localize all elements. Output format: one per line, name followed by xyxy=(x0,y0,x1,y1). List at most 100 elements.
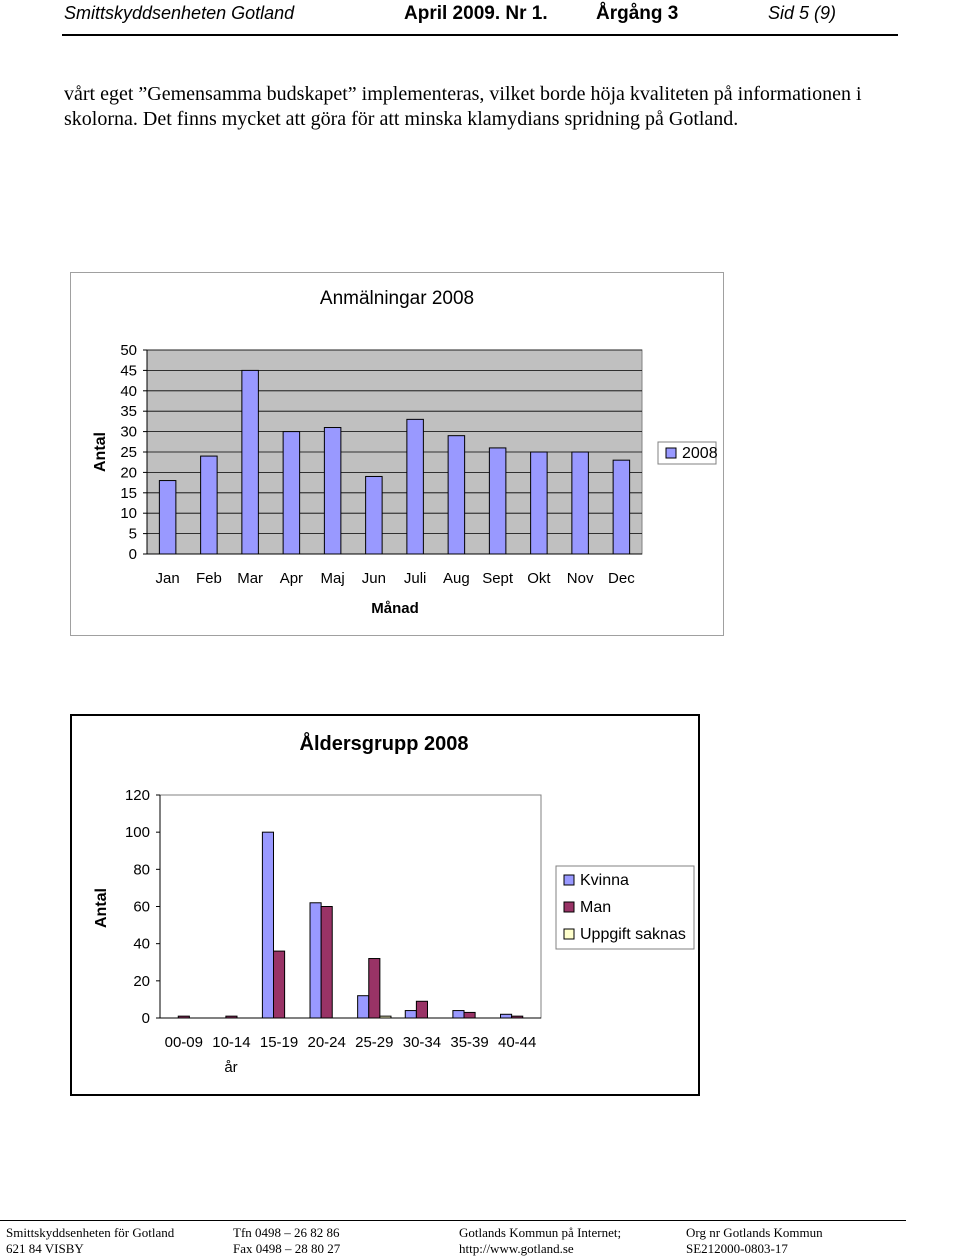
footer-org-number: SE212000-0803-17 xyxy=(686,1241,788,1256)
bar-uppgift-saknas-25-29 xyxy=(379,1015,392,1019)
y-tick-label: 40 xyxy=(133,936,150,953)
y-tick-label: 40 xyxy=(120,383,137,400)
legend-label: Uppgift saknas xyxy=(580,926,686,943)
header-divider xyxy=(62,34,898,36)
footer-org-name: Smittskyddsenheten för Gotland xyxy=(6,1225,175,1240)
bar-2008-apr xyxy=(282,431,301,555)
chart-title: Åldersgrupp 2008 xyxy=(300,731,469,755)
footer-internet-label: Gotlands Kommun på Internet; xyxy=(459,1225,622,1240)
x-tick-label: Sept xyxy=(482,570,514,587)
header-volume: Årgång 3 xyxy=(596,3,679,24)
bar-man-30-34 xyxy=(415,1000,428,1019)
y-tick-label: 100 xyxy=(125,824,150,841)
bar-2008-maj xyxy=(323,427,342,555)
legend-label: 2008 xyxy=(682,445,718,462)
y-tick-label: 120 xyxy=(125,787,150,804)
y-tick-label: 60 xyxy=(133,899,150,916)
x-tick-label: Feb xyxy=(196,570,222,587)
bar-man-25-29 xyxy=(368,958,381,1019)
bar-man-10-14 xyxy=(225,1015,238,1019)
bar-kvinna-15-19 xyxy=(261,831,275,1019)
x-axis-title: Månad xyxy=(371,600,419,617)
legend-swatch xyxy=(563,901,575,913)
bar-man-40-44 xyxy=(511,1015,524,1019)
y-tick-label: 20 xyxy=(120,464,137,481)
y-tick-label: 20 xyxy=(133,973,150,990)
y-tick-label: 5 xyxy=(129,526,137,543)
y-tick-label: 80 xyxy=(133,861,150,878)
header-organization: Smittskyddsenheten Gotland xyxy=(64,3,295,23)
bar-2008-juli xyxy=(406,418,424,555)
chart-title: Anmälningar 2008 xyxy=(320,288,474,309)
x-tick-label: Okt xyxy=(527,570,551,587)
y-tick-label: 15 xyxy=(120,485,137,502)
x-tick-label: 20-24 xyxy=(308,1034,346,1051)
bar-man-20-24 xyxy=(320,906,333,1019)
footer-postal-address: 621 84 VISBY xyxy=(6,1241,84,1256)
bar-2008-dec xyxy=(612,459,631,555)
x-tick-label: Maj xyxy=(321,570,345,587)
y-tick-label: 50 xyxy=(120,342,137,359)
bar-2008-jun xyxy=(365,475,383,555)
bar-2008-mar xyxy=(241,369,259,555)
x-tick-label: 00-09 xyxy=(165,1034,203,1051)
x-tick-label: Mar xyxy=(237,570,263,587)
bar-kvinna-35-39 xyxy=(452,1010,465,1019)
x-tick-label: Jan xyxy=(156,570,180,587)
legend-label: Kvinna xyxy=(580,872,629,889)
y-tick-label: 45 xyxy=(120,362,137,379)
y-tick-label: 0 xyxy=(142,1010,150,1027)
legend-swatch xyxy=(563,928,575,940)
y-tick-label: 30 xyxy=(120,424,137,441)
bar-kvinna-40-44 xyxy=(500,1013,513,1019)
x-tick-label: Nov xyxy=(567,570,594,587)
y-tick-label: 0 xyxy=(129,546,137,563)
legend-swatch xyxy=(665,447,677,459)
x-tick-label: Apr xyxy=(280,570,303,587)
x-tick-label: Aug xyxy=(443,570,470,587)
header-issue-date: April 2009. Nr 1. xyxy=(404,3,548,24)
bar-2008-nov xyxy=(571,451,589,555)
x-tick-label: 15-19 xyxy=(260,1034,298,1051)
x-tick-label: Dec xyxy=(608,570,635,587)
bar-man-00-09 xyxy=(177,1015,190,1019)
bar-2008-okt xyxy=(530,451,548,555)
legend-box xyxy=(555,865,695,950)
x-tick-label: Jun xyxy=(362,570,386,587)
x-tick-label: 35-39 xyxy=(450,1034,488,1051)
y-axis-title: Antal xyxy=(92,432,109,472)
footer-phone: Tfn 0498 – 26 82 86 xyxy=(233,1225,340,1240)
bar-kvinna-25-29 xyxy=(357,995,370,1019)
x-tick-label: 25-29 xyxy=(355,1034,393,1051)
y-axis-title: Antal xyxy=(93,888,110,928)
x-tick-label: 40-44 xyxy=(498,1034,536,1051)
bar-2008-sept xyxy=(488,447,507,555)
x-axis-title: år xyxy=(224,1059,237,1076)
x-tick-label: 30-34 xyxy=(403,1034,441,1051)
bar-2008-feb xyxy=(200,455,218,555)
header-page-number: Sid 5 (9) xyxy=(768,3,837,23)
footer-org-number-label: Org nr Gotlands Kommun xyxy=(686,1225,823,1240)
y-tick-label: 35 xyxy=(120,403,137,420)
bar-2008-aug xyxy=(447,435,466,555)
body-paragraph: vårt eget ”Gemensamma budskapet” impleme… xyxy=(64,83,862,130)
legend-label: Man xyxy=(580,899,611,916)
footer-fax: Fax 0498 – 28 80 27 xyxy=(233,1241,341,1256)
chart-anmalningar: Anmälningar 2008 0 5 10 15 20 25 30 35 40 45 50 Jan F… xyxy=(70,272,724,636)
bar-2008-jan xyxy=(158,480,177,555)
chart-aldersgrupp: Åldersgrupp 2008 0 20 40 60 80 100 120 00-09 10-1… xyxy=(70,714,700,1096)
chart-aldersgrupp-svg: Åldersgrupp 2008 0 20 40 60 80 100 120 00-09 10-1… xyxy=(93,731,695,1076)
footer-website-link[interactable]: http://www.gotland.se xyxy=(459,1241,574,1256)
y-tick-label: 25 xyxy=(120,444,137,461)
chart-anmalningar-svg: Anmälningar 2008 0 5 10 15 20 25 30 35 40 45 50 Jan F… xyxy=(92,288,718,617)
bar-kvinna-30-34 xyxy=(404,1010,417,1019)
plot-area xyxy=(159,794,542,1019)
x-tick-label: 10-14 xyxy=(212,1034,250,1051)
bar-man-35-39 xyxy=(463,1011,476,1019)
bar-man-15-19 xyxy=(273,950,286,1019)
page-header: Smittskyddsenheten Gotland April 2009. N… xyxy=(0,0,960,38)
x-tick-label: Juli xyxy=(404,570,427,587)
footer-divider xyxy=(0,1220,906,1221)
y-tick-label: 10 xyxy=(120,505,137,522)
legend-swatch xyxy=(563,874,575,886)
